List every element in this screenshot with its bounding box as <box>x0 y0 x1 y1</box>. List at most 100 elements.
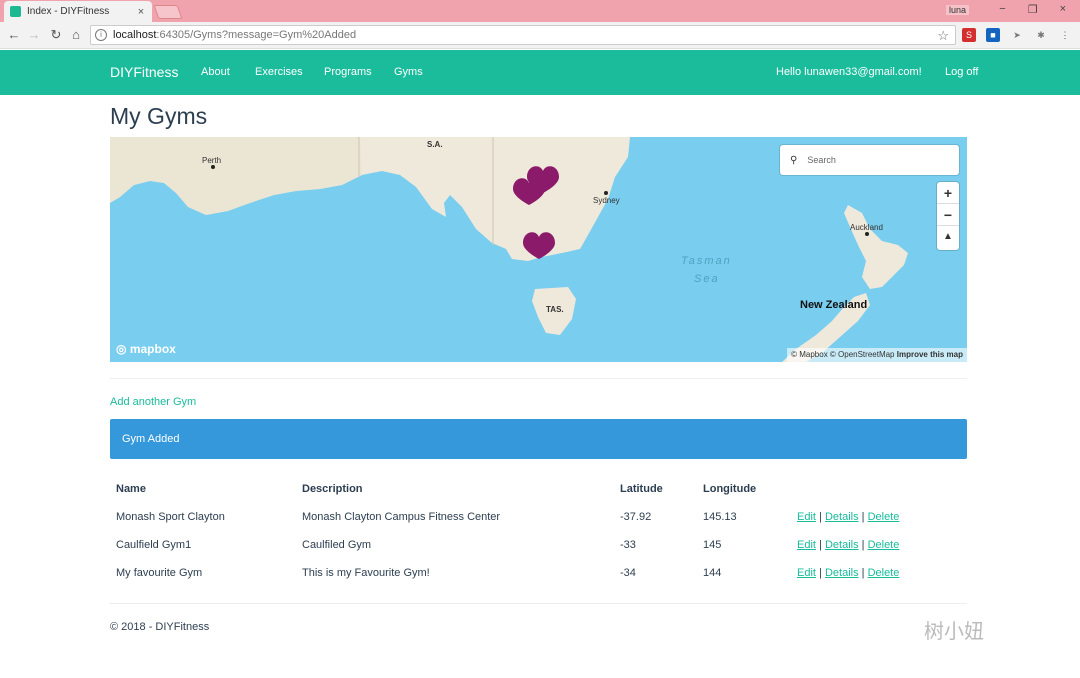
back-icon[interactable]: ← <box>7 27 21 42</box>
header-actions <box>791 475 967 503</box>
edit-link[interactable]: Edit <box>797 511 816 523</box>
brand-link[interactable]: DIYFitness <box>110 64 179 80</box>
nav-exercises[interactable]: Exercises <box>255 66 303 78</box>
browser-tab[interactable]: Index - DIYFitness × <box>4 1 152 22</box>
separator: | <box>861 511 865 523</box>
separator: | <box>819 567 822 579</box>
cell-latitude: -37.92 <box>620 511 652 523</box>
close-window-icon[interactable]: × <box>1059 3 1066 15</box>
tab-close-icon[interactable]: × <box>137 5 145 18</box>
header-name: Name <box>116 483 146 495</box>
table-row: My favourite Gym This is my Favourite Gy… <box>110 559 967 587</box>
separator: | <box>861 539 865 551</box>
extension-s-icon[interactable]: S <box>962 28 976 42</box>
map-land <box>110 137 908 362</box>
label-auckland: Auckland <box>850 223 883 232</box>
header-description: Description <box>302 483 363 495</box>
nav-gyms[interactable]: Gyms <box>394 66 423 78</box>
details-link[interactable]: Details <box>824 567 859 579</box>
success-alert: Gym Added <box>110 419 967 459</box>
compass-button[interactable]: ▲ <box>943 231 953 242</box>
zoom-out-button[interactable]: − <box>937 204 959 226</box>
separator: | <box>819 539 822 551</box>
label-perth: Perth <box>202 156 222 165</box>
cell-name: Caulfield Gym1 <box>116 539 192 551</box>
tab-title: Index - DIYFitness <box>27 6 110 17</box>
new-tab-button[interactable] <box>153 5 183 19</box>
table-row: Monash Sport Clayton Monash Clayton Camp… <box>110 503 967 531</box>
profile-badge[interactable]: luna <box>946 5 970 15</box>
zoom-control: + − ▲ <box>937 182 959 250</box>
info-icon[interactable]: i <box>95 29 107 41</box>
improve-map-link[interactable]: Improve this map <box>896 350 963 359</box>
label-tasman: Tasman <box>681 255 732 267</box>
browser-titlebar: Index - DIYFitness × luna − ❐ × <box>0 0 1080 22</box>
cell-longitude: 145 <box>703 539 722 551</box>
map-search-input[interactable]: ⚲ Search <box>780 145 959 175</box>
cell-name: Monash Sport Clayton <box>116 511 225 523</box>
mapbox-logo[interactable]: ◎ mapbox <box>116 342 176 356</box>
divider <box>110 378 967 379</box>
cell-description: Monash Clayton Campus Fitness Center <box>302 511 501 523</box>
cell-longitude: 145.13 <box>703 511 737 523</box>
edit-link[interactable]: Edit <box>797 567 816 579</box>
label-sa: S.A. <box>427 140 443 149</box>
cell-actions: Edit | Details | Delete <box>791 559 967 587</box>
separator: | <box>819 511 822 523</box>
table-row: Caulfield Gym1 Caulfiled Gym -33 145 Edi… <box>110 531 967 559</box>
cell-longitude: 144 <box>703 567 722 579</box>
label-new-zealand: New Zealand <box>800 299 868 311</box>
attribution-text[interactable]: © Mapbox © OpenStreetMap <box>791 350 895 359</box>
watermark: 树小妞 <box>924 621 984 643</box>
site-navbar: DIYFitness About Exercises Programs Gyms… <box>0 50 1080 95</box>
map-search-placeholder: Search <box>807 155 836 165</box>
logout-link[interactable]: Log off <box>945 66 979 78</box>
gym-map[interactable]: Perth S.A. Sydney Auckland TAS. Tasman S… <box>110 137 967 362</box>
gym-marker-3 <box>523 232 555 259</box>
label-sea: Sea <box>694 273 720 285</box>
header-latitude: Latitude <box>620 483 663 495</box>
separator: | <box>861 567 865 579</box>
label-sydney: Sydney <box>593 196 620 205</box>
details-link[interactable]: Details <box>824 511 859 523</box>
reload-icon[interactable]: ↻ <box>50 27 62 42</box>
url-host: localhost <box>113 29 157 41</box>
delete-link[interactable]: Delete <box>867 539 900 551</box>
user-greeting[interactable]: Hello lunawen33@gmail.com! <box>776 66 922 78</box>
address-bar[interactable]: i localhost:64305/Gyms?message=Gym%20Add… <box>90 25 956 45</box>
label-tas: TAS. <box>546 305 564 314</box>
bookmark-star-icon[interactable]: ☆ <box>937 28 949 43</box>
gym-marker-2 <box>513 178 545 205</box>
nav-about[interactable]: About <box>201 66 230 78</box>
delete-link[interactable]: Delete <box>867 511 900 523</box>
search-icon: ⚲ <box>790 154 798 166</box>
gyms-table: Name Description Latitude Longitude Mona… <box>110 475 967 587</box>
nav-programs[interactable]: Programs <box>324 66 372 78</box>
table-header-row: Name Description Latitude Longitude <box>110 475 967 503</box>
map-attribution: © Mapbox © OpenStreetMap Improve this ma… <box>787 348 967 362</box>
footer-divider <box>110 603 967 604</box>
details-link[interactable]: Details <box>824 539 859 551</box>
zoom-in-button[interactable]: + <box>937 182 959 204</box>
cell-description: Caulfiled Gym <box>302 539 372 551</box>
cell-name: My favourite Gym <box>116 567 203 579</box>
home-icon[interactable]: ⌂ <box>72 27 80 42</box>
restore-icon[interactable]: ❐ <box>1027 4 1038 16</box>
extension-plane-icon[interactable]: ➤ <box>1013 30 1021 40</box>
menu-dots-icon[interactable]: ⋮ <box>1060 30 1070 40</box>
forward-icon[interactable]: → <box>27 27 41 42</box>
edit-link[interactable]: Edit <box>797 539 816 551</box>
cell-latitude: -34 <box>620 567 636 579</box>
delete-link[interactable]: Delete <box>867 567 900 579</box>
footer: © 2018 - DIYFitness <box>110 621 210 633</box>
add-gym-link[interactable]: Add another Gym <box>110 396 197 408</box>
cell-description: This is my Favourite Gym! <box>302 567 430 579</box>
browser-toolbar: ← → ↻ ⌂ i localhost:64305/Gyms?message=G… <box>0 22 1080 49</box>
minimize-icon[interactable]: − <box>999 3 1006 15</box>
extension-blue-icon[interactable]: ■ <box>986 28 1000 42</box>
site-favicon-icon <box>10 6 21 17</box>
extension-bug-icon[interactable]: ✱ <box>1037 30 1045 40</box>
cell-latitude: -33 <box>620 539 636 551</box>
cell-actions: Edit | Details | Delete <box>791 503 967 531</box>
page-title: My Gyms <box>110 103 208 129</box>
